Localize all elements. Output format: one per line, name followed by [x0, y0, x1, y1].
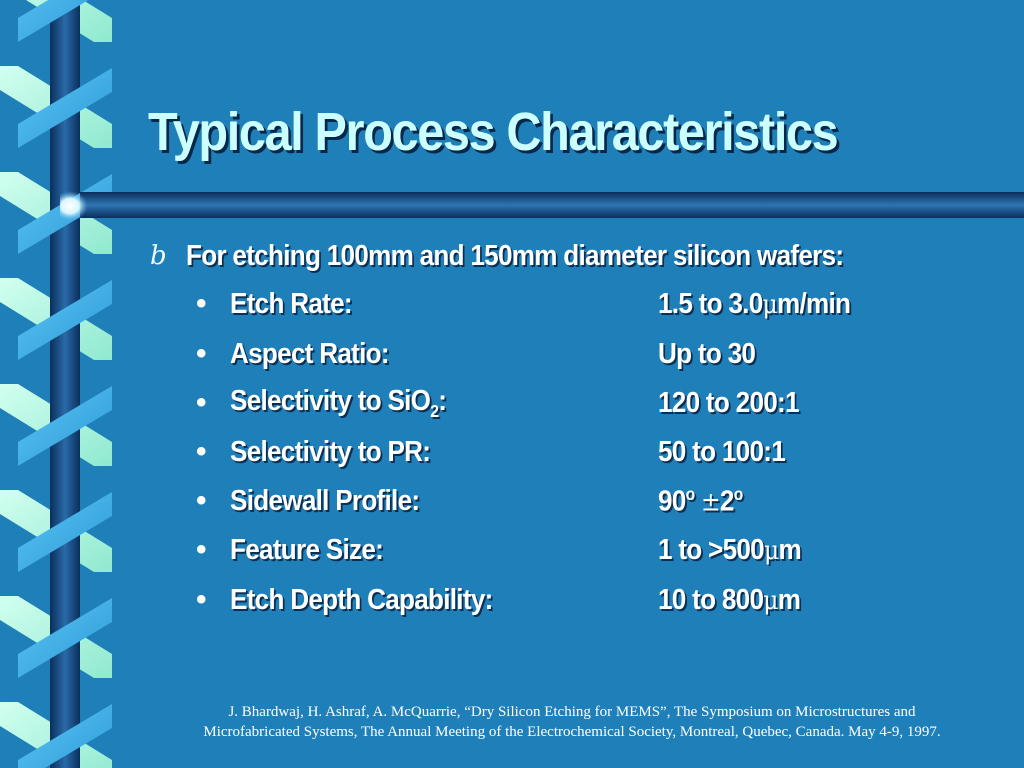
reference-line-1: J. Bhardwaj, H. Ashraf, A. McQuarrie, “D… — [228, 704, 916, 720]
reference-citation: J. Bhardwaj, H. Ashraf, A. McQuarrie, “D… — [120, 702, 1024, 742]
item-label: Selectivity to SiO2: — [230, 384, 447, 421]
bullet-icon: • — [196, 484, 207, 517]
item-label: Selectivity to PR: — [230, 435, 431, 468]
reference-line-2: Microfabricated Systems, The Annual Meet… — [203, 724, 941, 740]
item-selectivity-sio2: • Selectivity to SiO2: 120 to 200:1 — [196, 383, 996, 423]
item-value: Up to 30 — [658, 337, 756, 370]
item-feature-size: • Feature Size: 1 to >500μm — [196, 530, 996, 570]
bullet-icon: • — [196, 533, 207, 566]
item-value: 10 to 800μm — [658, 583, 801, 616]
item-value: 120 to 200:1 — [658, 386, 800, 419]
lead-text: For etching 100mm and 150mm diameter sil… — [186, 239, 844, 272]
item-value: 50 to 100:1 — [658, 435, 786, 468]
ribbon-band-blue — [18, 0, 89, 42]
item-value: 1 to >500μm — [658, 533, 802, 566]
ribbon-band-blue — [18, 68, 112, 148]
item-etch-depth: • Etch Depth Capability: 10 to 800μm — [196, 580, 996, 620]
item-label: Etch Depth Capability: — [230, 583, 493, 616]
micro-symbol: μ — [763, 585, 778, 616]
ribbon-band-blue — [18, 386, 112, 466]
title-divider-rod — [60, 191, 1024, 221]
item-label: Aspect Ratio: — [230, 337, 390, 370]
lead-bullet-line: b For etching 100mm and 150mm diameter s… — [150, 236, 916, 276]
micro-symbol: μ — [762, 289, 778, 320]
bullet-icon: • — [196, 386, 207, 419]
bullet-icon: • — [196, 287, 207, 320]
item-selectivity-pr: • Selectivity to PR: 50 to 100:1 — [196, 432, 996, 472]
ribbon-band-blue — [18, 492, 112, 572]
item-aspect-ratio: • Aspect Ratio: Up to 30 — [196, 334, 996, 374]
item-label: Feature Size: — [230, 533, 384, 566]
ribbon-band-blue — [18, 704, 112, 768]
item-label: Sidewall Profile: — [230, 484, 420, 517]
bullet-icon: • — [196, 583, 207, 616]
bullet-icon: • — [196, 337, 207, 370]
ribbon-band-blue — [18, 280, 112, 360]
item-sidewall-profile: • Sidewall Profile: 90o ±2o — [196, 481, 996, 521]
lead-bullet-icon: b — [150, 241, 167, 271]
micro-symbol: μ — [763, 535, 779, 566]
item-label: Etch Rate: — [230, 287, 353, 320]
slide-title: Typical Process Characteristics — [148, 102, 839, 162]
bullet-icon: • — [196, 435, 207, 468]
item-value: 1.5 to 3.0μm/min — [658, 287, 851, 320]
plus-minus-symbol: ± — [700, 487, 721, 518]
ribbon-band-blue — [18, 598, 112, 678]
item-value: 90o ±2o — [658, 483, 743, 518]
item-etch-rate: • Etch Rate: 1.5 to 3.0μm/min — [196, 284, 996, 324]
